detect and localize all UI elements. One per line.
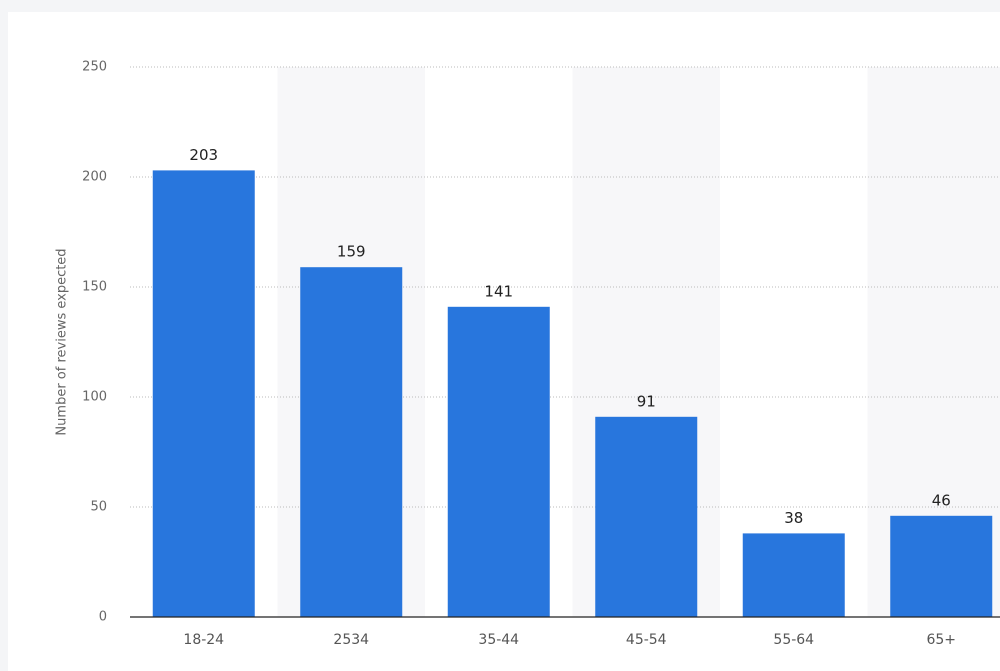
y-tick-label: 0 (99, 610, 107, 625)
x-tick-label: 65+ (926, 632, 956, 648)
y-tick-label: 50 (90, 500, 107, 515)
x-tick-label: 18-24 (183, 632, 224, 648)
y-tick-label: 150 (82, 280, 107, 295)
y-tick-label: 250 (82, 60, 107, 75)
y-axis-label: Number of reviews expected (55, 248, 70, 435)
value-label: 141 (484, 282, 513, 300)
value-label: 91 (637, 392, 656, 410)
bar (152, 170, 255, 617)
value-label: 159 (337, 243, 366, 261)
x-tick-label: 55-64 (773, 632, 814, 648)
bar (300, 267, 403, 617)
bar (595, 416, 698, 617)
value-label: 38 (784, 509, 803, 527)
bar (890, 515, 993, 617)
bar (447, 306, 550, 617)
x-tick-label: 35-44 (478, 632, 519, 648)
bar (742, 533, 845, 617)
value-label: 46 (932, 491, 951, 509)
x-tick-label: 2534 (333, 632, 369, 648)
y-tick-label: 200 (82, 170, 107, 185)
x-tick-label: 45-54 (626, 632, 667, 648)
y-tick-label: 100 (82, 390, 107, 405)
value-label: 203 (189, 146, 218, 164)
